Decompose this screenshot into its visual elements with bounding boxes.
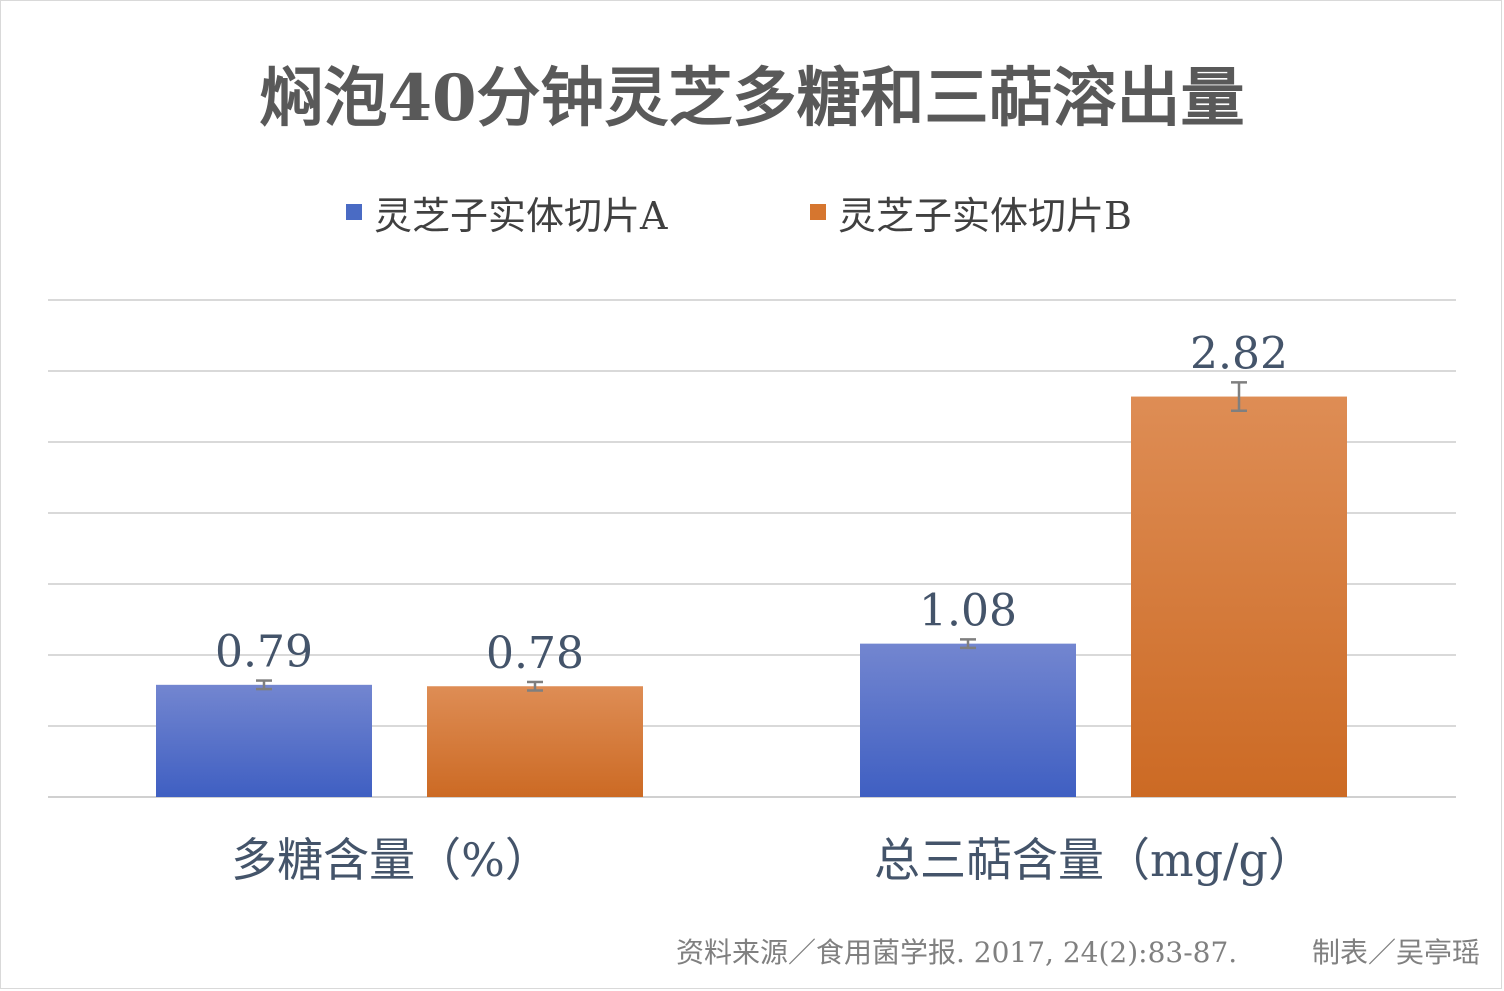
data-label: 0.79 [215,627,313,678]
category-label: 多糖含量（%） [231,833,551,887]
author-note: 制表／吴亭瑶 [1312,936,1480,969]
data-labels: 0.79 0.78 1.08 2.82 [215,328,1288,679]
chart-title: 焖泡40分钟灵芝多糖和三萜溶出量 [259,61,1244,136]
legend-swatch-a [346,204,362,220]
data-label: 0.78 [486,628,584,679]
error-bars [256,381,1247,692]
error-bar [527,680,543,692]
legend: 灵芝子实体切片A 灵芝子实体切片B [346,194,1132,238]
data-label: 2.82 [1190,328,1288,379]
legend-label-b: 灵芝子实体切片B [838,194,1132,238]
error-bar [1231,381,1247,413]
error-bar [256,679,272,691]
category-labels: 多糖含量（%） 总三萜含量（mg/g） [231,833,1314,887]
data-label: 1.08 [919,585,1017,636]
category-label: 总三萜含量（mg/g） [874,833,1314,887]
source-note: 资料来源／食用菌学报. 2017, 24(2):83-87. [676,936,1237,969]
bar-a-0 [156,684,372,797]
error-bar [960,638,976,650]
bar-a-1 [860,643,1076,797]
bar-b-0 [427,686,643,797]
legend-swatch-b [810,204,826,220]
bar-b-1 [1131,396,1347,797]
bars [156,396,1347,797]
legend-label-a: 灵芝子实体切片A [374,194,668,238]
